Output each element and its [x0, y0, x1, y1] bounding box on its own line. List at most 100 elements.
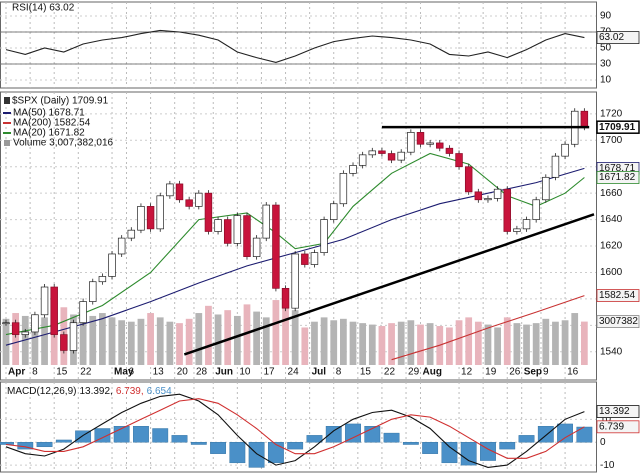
volume-bar	[494, 327, 501, 365]
value-tag-box	[596, 420, 640, 434]
volume-bar	[166, 321, 174, 365]
volume-bar	[253, 311, 260, 365]
candle	[281, 287, 290, 309]
volume-bar	[474, 321, 482, 365]
y-tick-label: 90	[600, 11, 612, 22]
y-tick-label: 1660	[600, 188, 623, 199]
value-tag-box	[596, 171, 640, 184]
volume-bar	[118, 320, 126, 365]
volume-bar	[99, 313, 106, 365]
x-tick-label: 10	[239, 367, 251, 378]
volume-bar	[301, 327, 309, 365]
y-tick-label: 1640	[600, 214, 623, 225]
candle	[301, 253, 309, 265]
candle	[146, 206, 155, 230]
y-tick-label: 1620	[600, 241, 623, 252]
volume-bar	[195, 313, 203, 365]
volume-bar	[108, 317, 116, 365]
x-tick-label: 8	[336, 367, 342, 378]
volume-bar	[12, 313, 20, 365]
histogram-bar	[210, 442, 226, 454]
candle	[464, 166, 473, 193]
volume-bar	[31, 321, 39, 365]
candle	[98, 276, 107, 283]
histogram-bar	[94, 428, 111, 443]
volume-bar	[320, 317, 328, 365]
x-tick-label: 12	[461, 367, 473, 378]
candle	[166, 183, 174, 197]
candle	[21, 331, 30, 335]
x-tick-label: 22	[384, 367, 396, 378]
candle	[11, 322, 20, 335]
candle	[137, 206, 145, 231]
volume-bar	[214, 314, 222, 365]
series-line	[5, 393, 585, 468]
volume-bar	[262, 317, 270, 365]
legend-icon	[4, 140, 10, 146]
volume-bar	[552, 321, 559, 365]
y-tick-label: 1540	[600, 346, 623, 357]
histogram-bar	[190, 442, 207, 445]
legend-label: MA(200) 1582.54	[13, 118, 91, 129]
histogram-bar	[36, 442, 53, 448]
candle	[349, 165, 357, 174]
volume-bar	[272, 300, 280, 365]
volume-bar	[513, 323, 521, 365]
legend-label: Volume 3,007,382,016	[13, 138, 114, 149]
volume-bar	[446, 327, 453, 365]
y-tick-label: 50	[600, 43, 612, 54]
value-tag-box	[596, 31, 640, 44]
volume-bar	[340, 318, 347, 365]
candle	[156, 195, 164, 230]
histogram-bar	[229, 442, 246, 464]
y-tick-label: 10	[600, 414, 612, 425]
volume-bar	[185, 318, 193, 365]
chart-title: $SPX (Daily) 1709.91	[12, 96, 109, 107]
x-tick-label: Aug	[422, 367, 441, 378]
candle	[493, 188, 502, 199]
histogram-bar	[383, 432, 400, 443]
value-tag-box	[596, 120, 640, 134]
candle	[580, 110, 589, 128]
candle	[223, 219, 232, 244]
volume-bar	[580, 321, 588, 365]
x-tick-label: 24	[288, 367, 300, 378]
histogram-bar	[345, 423, 361, 443]
legend-label: MACD(12,26,9)	[7, 386, 76, 397]
candle	[522, 219, 531, 230]
volume-bar	[291, 310, 299, 365]
volume-bar	[137, 318, 145, 365]
chart-title: MACD(12,26,9) 13.392, 6.739, 6.654	[7, 386, 172, 397]
value-tag: 6.739	[599, 421, 624, 432]
candle	[40, 286, 49, 316]
x-tick-label: Jul	[312, 367, 327, 378]
candle	[474, 191, 483, 201]
panel-frame	[0, 1, 597, 89]
histogram-bar	[152, 428, 169, 443]
candle	[117, 237, 126, 255]
volume-bar	[484, 324, 492, 365]
candle	[320, 219, 328, 253]
histogram-bar	[306, 435, 323, 443]
candle	[127, 229, 136, 239]
volume-bar	[378, 326, 386, 365]
candle	[108, 253, 116, 277]
y-tick-label: 1720	[600, 109, 623, 120]
candle	[561, 143, 569, 157]
histogram-bar	[287, 442, 304, 450]
volume-bar	[503, 317, 511, 365]
x-tick-label: 6	[128, 367, 134, 378]
candle	[455, 153, 463, 168]
candle	[185, 199, 193, 207]
volume-bar	[571, 313, 579, 365]
volume-bar	[156, 317, 164, 365]
x-tick-label: 17	[263, 367, 275, 378]
candle	[551, 155, 560, 178]
value-tag: 63.02	[599, 32, 624, 43]
candle	[69, 322, 78, 351]
series-line	[391, 295, 585, 361]
histogram-bar	[55, 439, 72, 443]
histogram-bar	[248, 442, 265, 468]
candle	[387, 153, 396, 161]
